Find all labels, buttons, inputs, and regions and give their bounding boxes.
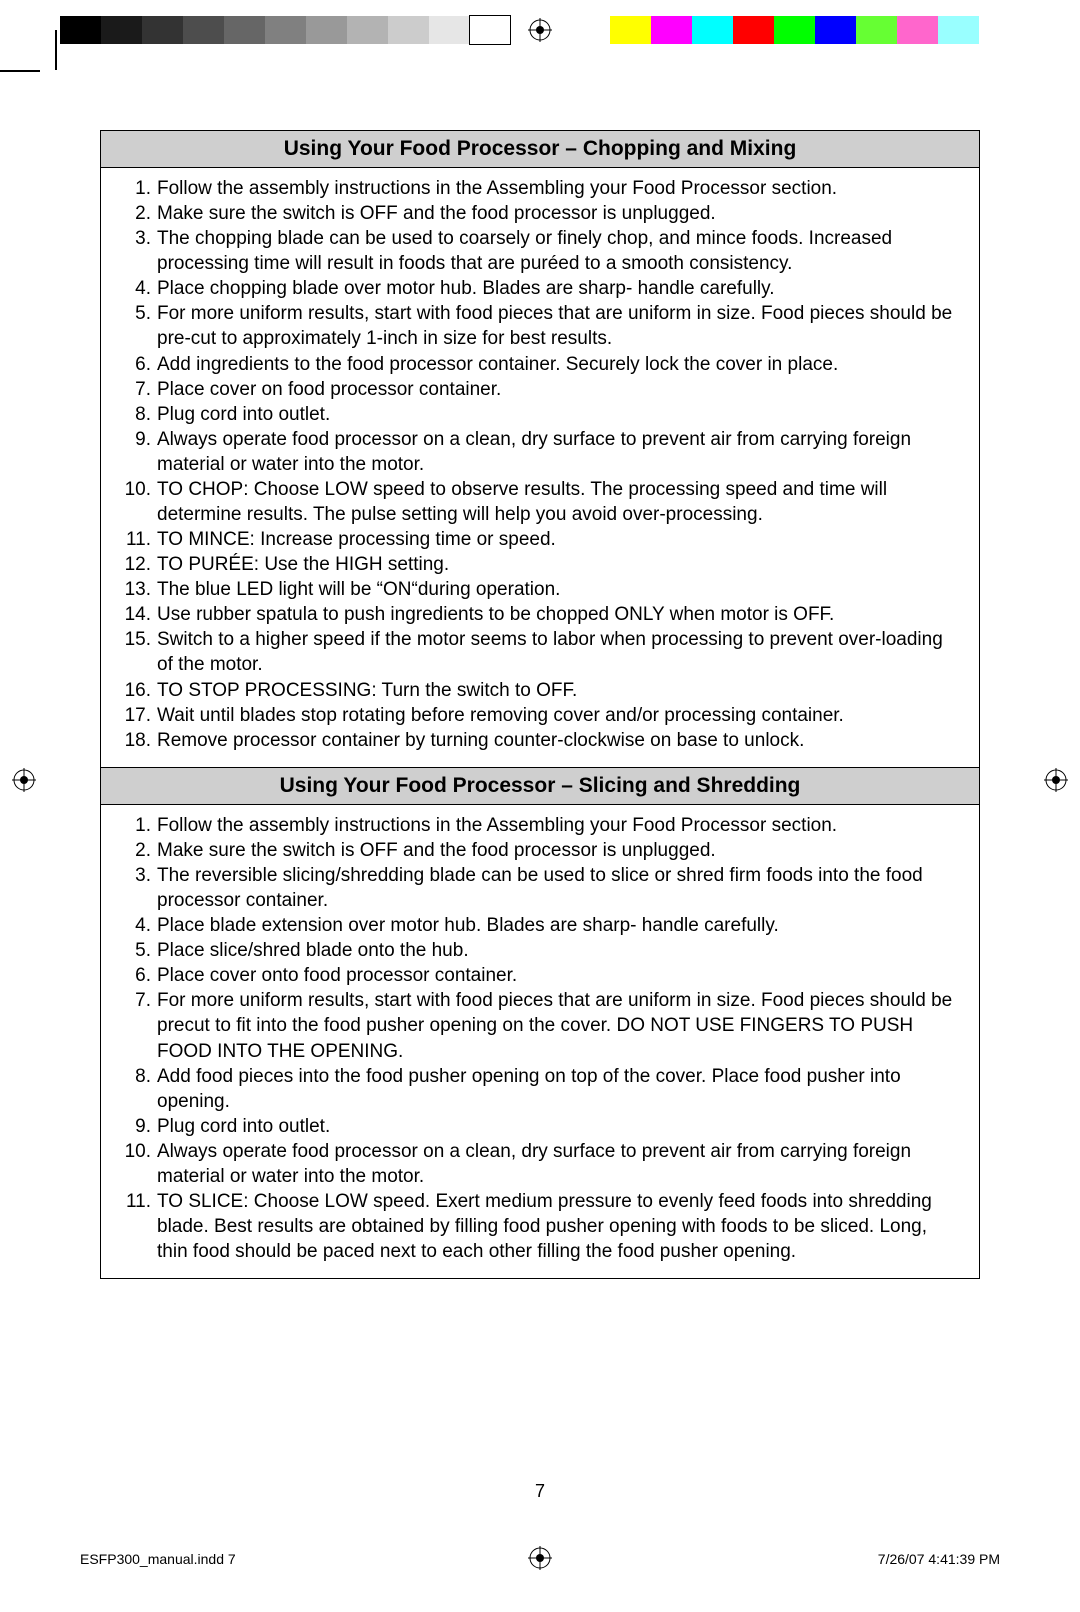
instruction-item: Always operate food processor on a clean… <box>123 427 957 477</box>
cal-swatch <box>733 16 774 44</box>
instruction-item: For more uniform results, start with foo… <box>123 988 957 1063</box>
instruction-item: TO PURÉE: Use the HIGH setting. <box>123 552 957 577</box>
cal-swatch <box>979 16 1020 44</box>
registration-mark-icon <box>12 768 36 792</box>
instruction-item: Place cover on food processor container. <box>123 377 957 402</box>
instruction-item: Follow the assembly instructions in the … <box>123 176 957 201</box>
instruction-item: Plug cord into outlet. <box>123 402 957 427</box>
instruction-item: TO SLICE: Choose LOW speed. Exert medium… <box>123 1189 957 1264</box>
instruction-item: TO CHOP: Choose LOW speed to observe res… <box>123 477 957 527</box>
print-footer: ESFP300_manual.indd 7 7/26/07 4:41:39 PM <box>80 1551 1000 1567</box>
instruction-item: Wait until blades stop rotating before r… <box>123 703 957 728</box>
cal-swatch <box>60 16 101 44</box>
page-frame: Using Your Food Processor – Chopping and… <box>100 130 980 1279</box>
cal-swatch <box>774 16 815 44</box>
instruction-item: The chopping blade can be used to coarse… <box>123 226 957 276</box>
instruction-item: Always operate food processor on a clean… <box>123 1139 957 1189</box>
instruction-item: Follow the assembly instructions in the … <box>123 813 957 838</box>
footer-filename: ESFP300_manual.indd 7 <box>80 1551 236 1567</box>
trim-mark <box>0 70 40 72</box>
instruction-item: Use rubber spatula to push ingredients t… <box>123 602 957 627</box>
instruction-item: For more uniform results, start with foo… <box>123 301 957 351</box>
cal-swatch <box>306 16 347 44</box>
cal-swatch <box>142 16 183 44</box>
instruction-item: Add ingredients to the food processor co… <box>123 352 957 377</box>
cal-swatch <box>470 16 511 44</box>
section-header: Using Your Food Processor – Slicing and … <box>101 767 979 805</box>
instruction-item: Make sure the switch is OFF and the food… <box>123 201 957 226</box>
cal-swatch <box>429 16 470 44</box>
registration-mark-icon <box>1044 768 1068 792</box>
instruction-item: The reversible slicing/shredding blade c… <box>123 863 957 913</box>
cal-swatch <box>347 16 388 44</box>
section-body: Follow the assembly instructions in the … <box>101 168 979 767</box>
cal-swatch <box>101 16 142 44</box>
cal-swatch <box>938 16 979 44</box>
instruction-item: Place chopping blade over motor hub. Bla… <box>123 276 957 301</box>
instruction-item: TO MINCE: Increase processing time or sp… <box>123 527 957 552</box>
instruction-item: Place slice/shred blade onto the hub. <box>123 938 957 963</box>
trim-mark <box>55 30 57 70</box>
section-header: Using Your Food Processor – Chopping and… <box>101 131 979 168</box>
instruction-item: Remove processor container by turning co… <box>123 728 957 753</box>
cal-swatch <box>815 16 856 44</box>
page-number: 7 <box>0 1481 1080 1502</box>
cal-swatch <box>692 16 733 44</box>
cal-swatch <box>183 16 224 44</box>
footer-timestamp: 7/26/07 4:41:39 PM <box>878 1551 1000 1567</box>
section-body: Follow the assembly instructions in the … <box>101 805 979 1278</box>
instruction-item: The blue LED light will be “ON“during op… <box>123 577 957 602</box>
instruction-item: Plug cord into outlet. <box>123 1114 957 1139</box>
instruction-item: Make sure the switch is OFF and the food… <box>123 838 957 863</box>
cal-swatch <box>856 16 897 44</box>
cal-swatch <box>897 16 938 44</box>
cal-swatch <box>265 16 306 44</box>
instruction-item: Place cover onto food processor containe… <box>123 963 957 988</box>
instruction-item: Place blade extension over motor hub. Bl… <box>123 913 957 938</box>
instruction-item: TO STOP PROCESSING: Turn the switch to O… <box>123 678 957 703</box>
instruction-item: Switch to a higher speed if the motor se… <box>123 627 957 677</box>
cal-swatch <box>651 16 692 44</box>
instruction-item: Add food pieces into the food pusher ope… <box>123 1064 957 1114</box>
cal-swatch <box>610 16 651 44</box>
cal-swatch <box>388 16 429 44</box>
cal-swatch <box>224 16 265 44</box>
registration-mark-icon <box>528 18 552 42</box>
